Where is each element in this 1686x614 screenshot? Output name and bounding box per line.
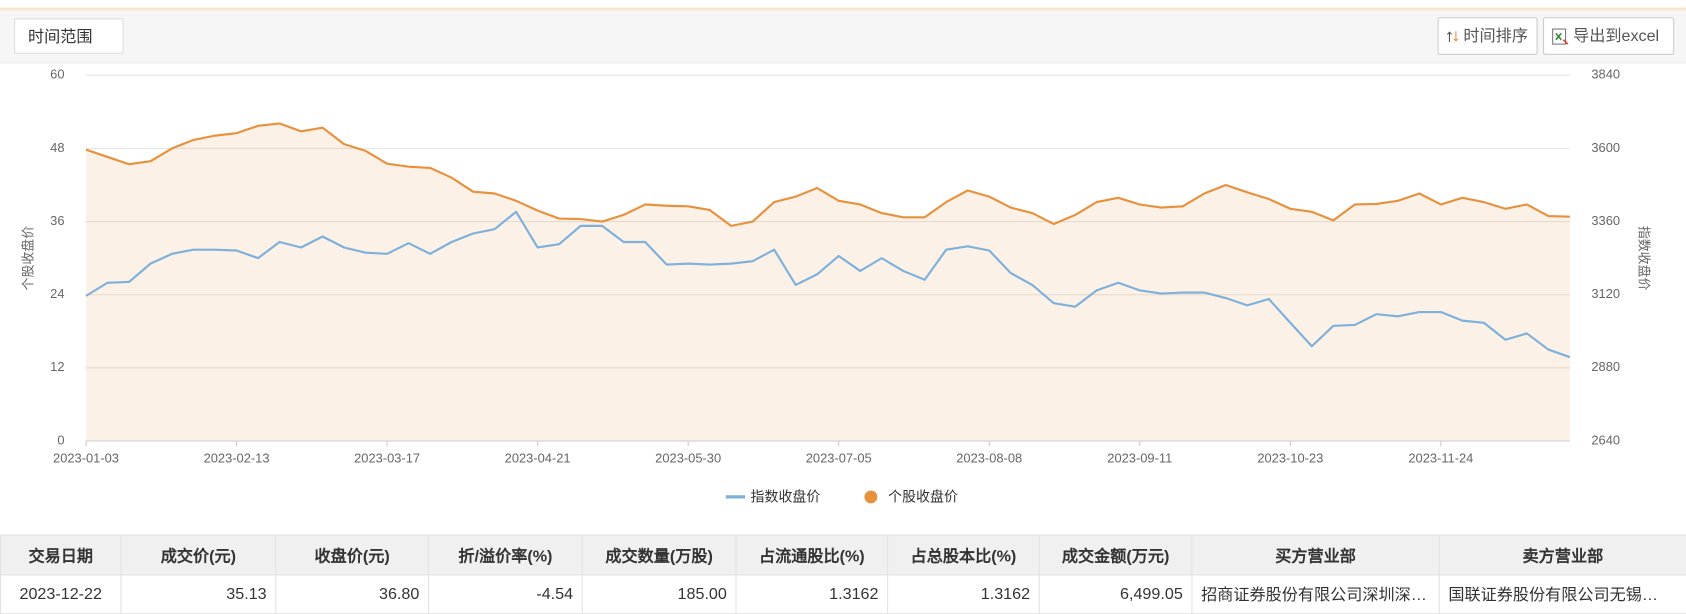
- x-tick-label: 2023-01-03: [53, 451, 119, 466]
- x-tick-label: 2023-08-08: [956, 451, 1022, 466]
- x-tick-label: 2023-03-17: [354, 451, 420, 466]
- table-cell: 185.00: [581, 574, 737, 614]
- y-tick-label: 60: [50, 67, 64, 82]
- table-cell: 1.3162: [735, 574, 889, 614]
- column-header: 卖方营业部: [1438, 534, 1686, 576]
- table-cell: 35.13: [120, 574, 277, 614]
- chart: 0 12 24 36 48 60 2640 2880 3120 3360 3600 3840 个股收盘价…: [20, 67, 1652, 505]
- trade-table: 交易日期 成交价(元) 收盘价(元) 折/溢价率(%) 成交数量(万股) 占流通股比(%)…: [0, 534, 1686, 614]
- y2-tick-label: 3600: [1591, 140, 1620, 155]
- table-row: 2023-12-22 35.13 36.80 -4.54 185.00 1.3162 1.3…: [0, 574, 1686, 614]
- column-header: 占流通股比(%): [735, 534, 889, 576]
- toolbar: 时间范围 时间排序 导出到excel: [0, 10, 1686, 64]
- table-body: 2023-12-22 35.13 36.80 -4.54 185.00 1.3162 1.3…: [0, 574, 1686, 614]
- export-button[interactable]: 导出到excel: [1542, 17, 1675, 55]
- table-cell: 2023-12-22: [0, 574, 122, 614]
- legend-label: 个股收盘价: [888, 489, 958, 505]
- sort-icon: [1446, 30, 1459, 42]
- y-tick-label: 36: [50, 213, 64, 228]
- x-tick-label: 2023-11-24: [1408, 451, 1473, 466]
- series-line: [85, 122, 1570, 227]
- table-cell: 1.3162: [887, 574, 1040, 614]
- legend-label: 指数收盘价: [751, 489, 821, 505]
- column-header: 成交数量(万股): [581, 534, 737, 576]
- y2-tick-label: 3360: [1591, 213, 1620, 228]
- y-axis-label: 个股收盘价: [20, 226, 35, 291]
- x-tick-label: 2023-05-30: [655, 451, 721, 466]
- column-header: 折/溢价率(%): [427, 534, 583, 576]
- sort-button[interactable]: 时间排序: [1437, 17, 1538, 55]
- table-cell: -4.54: [427, 574, 583, 614]
- time-range-select[interactable]: 时间范围: [13, 18, 124, 54]
- column-header: 成交金额(万元): [1038, 534, 1193, 576]
- x-tick-label: 2023-09-11: [1107, 451, 1172, 466]
- y2-tick-label: 3840: [1591, 67, 1620, 82]
- table-cell: 国联证券股份有限公司无锡…: [1438, 574, 1686, 614]
- y-tick-label: 24: [50, 286, 64, 301]
- x-tick-label: 2023-02-13: [204, 451, 270, 466]
- y2-axis-label: 指数收盘价: [1637, 226, 1652, 291]
- series-line: [85, 210, 1571, 359]
- column-header: 成交价(元): [120, 534, 277, 576]
- legend-marker: [864, 490, 878, 504]
- excel-icon: [1552, 27, 1569, 45]
- sort-label: 时间排序: [1463, 26, 1528, 46]
- table-cell: 招商证券股份有限公司深圳深…: [1191, 574, 1440, 614]
- series-area: [86, 123, 1570, 441]
- column-header: 占总股本比(%): [887, 534, 1040, 576]
- x-tick-label: 2023-10-23: [1257, 451, 1323, 466]
- column-header: 交易日期: [0, 534, 122, 576]
- export-label: 导出到excel: [1573, 26, 1660, 46]
- x-tick-label: 2023-04-21: [505, 451, 571, 466]
- x-tick-label: 2023-07-05: [806, 451, 872, 466]
- table-header: 交易日期 成交价(元) 收盘价(元) 折/溢价率(%) 成交数量(万股) 占流通股比(%)…: [0, 534, 1686, 576]
- y-tick-label: 48: [50, 140, 64, 155]
- y2-tick-label: 2880: [1591, 359, 1620, 374]
- table-cell: 6,499.05: [1038, 574, 1193, 614]
- column-header: 收盘价(元): [275, 534, 430, 576]
- column-header: 买方营业部: [1191, 534, 1440, 576]
- y2-tick-label: 3120: [1591, 286, 1620, 301]
- y-tick-label: 12: [50, 359, 64, 374]
- top-accent: [0, 7, 1686, 11]
- table-cell: 36.80: [275, 574, 430, 614]
- y-tick-label: 0: [57, 432, 64, 447]
- y2-tick-label: 2640: [1591, 432, 1620, 447]
